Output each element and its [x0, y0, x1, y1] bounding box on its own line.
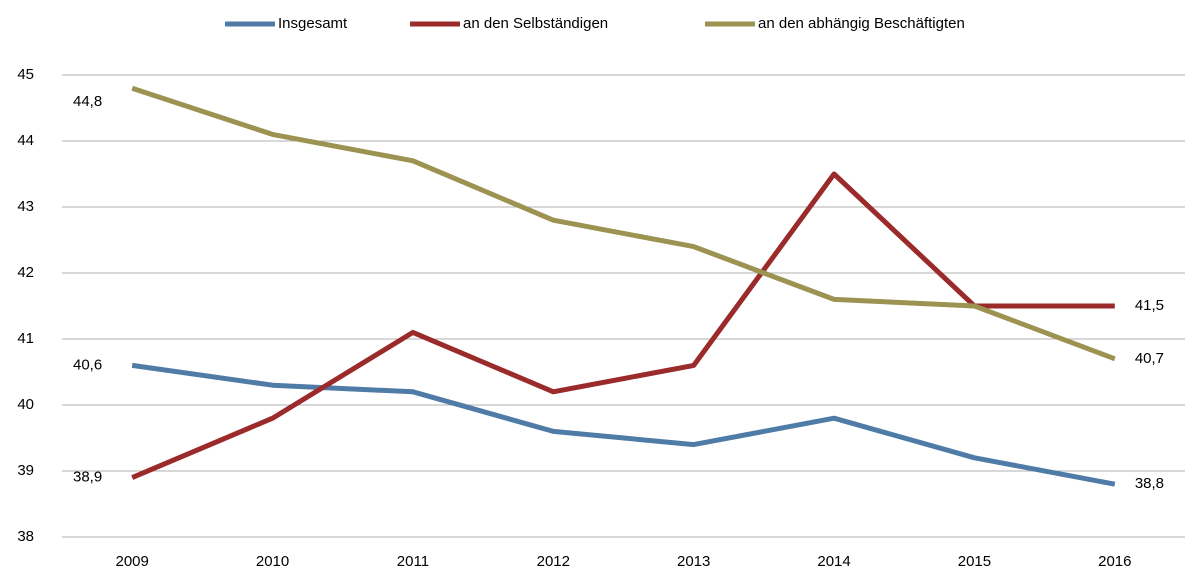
- legend-label: an den Selbständigen: [463, 15, 608, 32]
- data-label: 40,6: [73, 356, 102, 373]
- x-tick-label: 2013: [677, 553, 710, 570]
- y-tick-label: 43: [17, 198, 34, 215]
- data-label: 40,7: [1135, 350, 1164, 367]
- legend-label: an den abhängig Beschäftigten: [758, 15, 965, 32]
- y-tick-label: 45: [17, 66, 34, 83]
- x-tick-label: 2012: [537, 553, 570, 570]
- x-tick-label: 2010: [256, 553, 289, 570]
- x-tick-label: 2014: [817, 553, 850, 570]
- data-label: 38,9: [73, 469, 102, 486]
- x-tick-label: 2015: [958, 553, 991, 570]
- y-tick-label: 40: [17, 396, 34, 413]
- y-tick-label: 39: [17, 462, 34, 479]
- legend-label: Insgesamt: [278, 15, 348, 32]
- x-tick-label: 2016: [1098, 553, 1131, 570]
- series-line: [131, 171, 1115, 480]
- y-tick-label: 41: [17, 330, 34, 347]
- series-line: [131, 362, 1116, 487]
- series-line: [131, 85, 1116, 362]
- x-tick-label: 2009: [116, 553, 149, 570]
- data-label: 44,8: [73, 93, 102, 110]
- x-tick-label: 2011: [397, 553, 429, 570]
- y-tick-label: 42: [17, 264, 34, 281]
- y-tick-label: 44: [17, 132, 34, 149]
- data-label: 38,8: [1135, 475, 1164, 492]
- y-tick-label: 38: [17, 528, 34, 545]
- data-label: 41,5: [1135, 297, 1164, 314]
